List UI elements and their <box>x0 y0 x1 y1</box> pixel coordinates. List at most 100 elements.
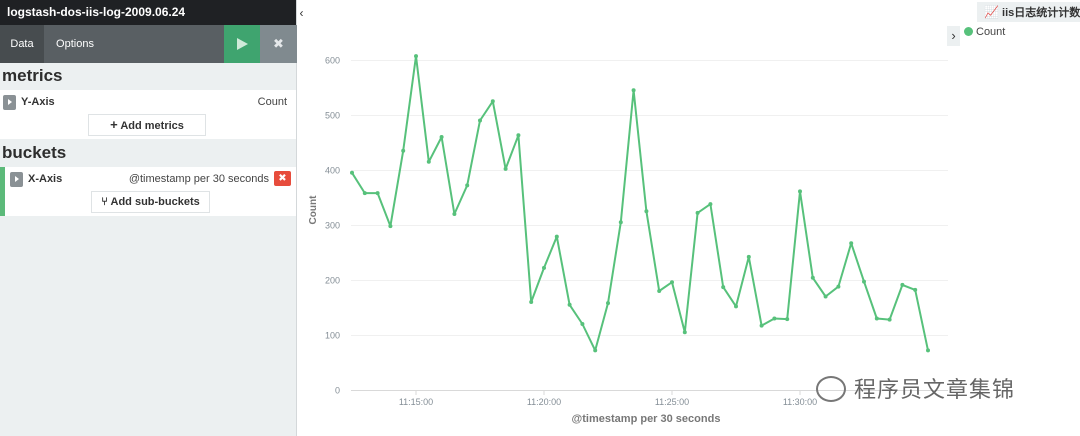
split-icon: ⑂ <box>101 196 108 208</box>
data-point[interactable] <box>490 99 495 104</box>
x-tick-label: 11:30:00 <box>783 397 817 407</box>
y-axis-title: Count <box>308 195 319 225</box>
y-axis-value: Count <box>257 96 287 108</box>
chevron-left-icon: ‹ <box>299 6 304 20</box>
x-axis-label: X-Axis <box>28 173 63 185</box>
data-point[interactable] <box>900 282 905 287</box>
buckets-section-title: buckets <box>2 143 67 162</box>
data-point[interactable] <box>862 279 866 284</box>
y-tick-label: 300 <box>325 221 340 231</box>
y-tick-label: 200 <box>325 276 340 286</box>
add-metrics-label: Add metrics <box>120 120 184 132</box>
editor-sidebar: logstash-dos-iis-log-2009.06.24 Data Opt… <box>0 0 297 436</box>
wechat-watermark: 程序员文章集锦 <box>816 372 1015 404</box>
visualization-title-text: iis日志统计计数 <box>1002 7 1080 19</box>
data-point[interactable] <box>644 209 649 214</box>
y-tick-label: 100 <box>325 331 340 341</box>
data-point[interactable] <box>721 285 726 290</box>
data-point[interactable] <box>631 88 636 93</box>
apply-changes-button[interactable] <box>224 25 260 63</box>
legend: Count <box>964 26 1005 38</box>
series-points <box>350 54 930 353</box>
data-point[interactable] <box>772 316 777 321</box>
data-point[interactable] <box>350 170 354 175</box>
legend-swatch <box>964 27 973 36</box>
y-tick-label: 400 <box>325 166 340 176</box>
data-point[interactable] <box>606 301 610 306</box>
index-pattern-title: logstash-dos-iis-log-2009.06.24 <box>0 0 296 25</box>
data-point[interactable] <box>836 284 841 289</box>
discard-changes-button[interactable]: ✖ <box>260 25 297 63</box>
legend-toggle-button[interactable]: › <box>947 26 960 46</box>
x-tick-label: 11:25:00 <box>655 397 689 407</box>
line-chart: 0 100 200 300 400 500 600 11:15:00 11:20:00 11:2… <box>308 54 948 425</box>
data-point[interactable] <box>759 323 764 328</box>
data-point[interactable] <box>362 191 367 196</box>
y-tick-label: 500 <box>325 111 340 121</box>
data-point[interactable] <box>849 241 854 246</box>
y-tick-label: 600 <box>325 56 340 66</box>
data-point[interactable] <box>414 54 418 59</box>
y-axis-label: Y-Axis <box>21 96 55 108</box>
data-point[interactable] <box>785 317 790 322</box>
expand-y-axis-toggle[interactable] <box>3 95 16 110</box>
visualization-panel <box>306 0 1080 436</box>
chevron-right-icon: › <box>951 28 956 43</box>
data-point[interactable] <box>593 348 598 353</box>
tab-options[interactable]: Options <box>56 38 94 50</box>
data-point[interactable] <box>926 348 930 353</box>
x-axis-agg: X-Axis @timestamp per 30 seconds ✖ ⑂ Add… <box>0 167 296 216</box>
data-point[interactable] <box>580 322 585 326</box>
data-point[interactable] <box>465 183 470 188</box>
data-point[interactable] <box>388 224 393 229</box>
add-metrics-button[interactable]: + Add metrics <box>88 114 206 136</box>
data-point[interactable] <box>887 317 892 322</box>
data-point[interactable] <box>529 300 534 304</box>
tab-data[interactable]: Data <box>0 25 44 63</box>
y-tick-label: 0 <box>335 386 340 396</box>
data-point[interactable] <box>439 135 444 139</box>
data-point[interactable] <box>426 159 431 164</box>
data-point[interactable] <box>798 189 802 194</box>
y-axis-agg: Y-Axis Count + Add metrics <box>0 90 296 139</box>
data-point[interactable] <box>542 265 546 270</box>
data-point[interactable] <box>516 133 521 138</box>
data-point[interactable] <box>913 287 918 292</box>
collapse-sidebar-button[interactable]: ‹ <box>297 6 306 20</box>
y-tick-labels: 0 100 200 300 400 500 600 <box>325 56 340 396</box>
y-grid <box>351 60 948 336</box>
data-point[interactable] <box>695 210 700 215</box>
data-point[interactable] <box>503 166 508 171</box>
data-point[interactable] <box>478 118 482 123</box>
visualization-title: 📈 iis日志统计计数 <box>977 2 1080 22</box>
data-point[interactable] <box>734 304 738 309</box>
data-point[interactable] <box>823 294 828 299</box>
data-point[interactable] <box>554 234 559 239</box>
data-point[interactable] <box>682 330 687 335</box>
data-point[interactable] <box>567 302 572 307</box>
x-tick-labels: 11:15:00 11:20:00 11:25:00 11:30:00 <box>399 391 817 407</box>
times-icon: ✖ <box>278 173 287 184</box>
watermark-text: 程序员文章集锦 <box>854 378 1016 403</box>
series-line-count <box>351 55 929 352</box>
remove-x-axis-button[interactable]: ✖ <box>274 171 291 186</box>
data-point[interactable] <box>670 280 674 285</box>
x-axis-value: @timestamp per 30 seconds <box>128 173 269 185</box>
expand-x-axis-toggle[interactable] <box>10 172 23 187</box>
wechat-logo-icon <box>816 376 846 402</box>
data-point[interactable] <box>618 220 623 225</box>
data-point[interactable] <box>746 254 751 259</box>
data-point[interactable] <box>375 191 380 196</box>
line-chart-icon: 📈 <box>984 5 999 19</box>
data-point[interactable] <box>810 275 815 280</box>
data-point[interactable] <box>657 289 662 293</box>
times-icon: ✖ <box>273 36 284 51</box>
data-point[interactable] <box>452 212 457 216</box>
legend-item-count[interactable]: Count <box>964 26 1005 38</box>
add-sub-buckets-label: Add sub-buckets <box>110 196 200 208</box>
data-point[interactable] <box>708 202 713 207</box>
add-sub-buckets-button[interactable]: ⑂ Add sub-buckets <box>91 191 210 213</box>
data-point[interactable] <box>874 316 879 321</box>
x-tick-label: 11:15:00 <box>399 397 433 407</box>
data-point[interactable] <box>401 148 406 153</box>
